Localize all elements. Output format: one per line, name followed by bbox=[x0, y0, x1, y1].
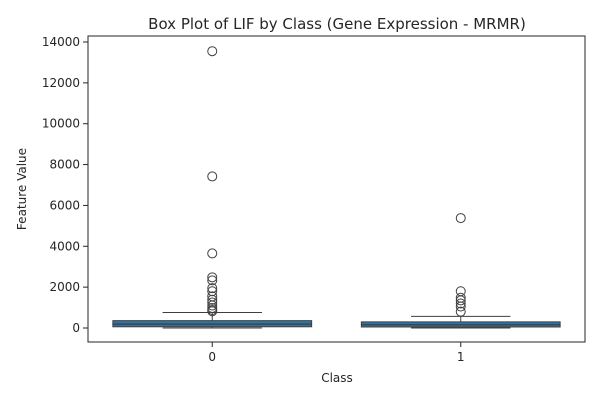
outlier-point bbox=[207, 300, 218, 311]
y-tick-label: 10000 bbox=[42, 117, 80, 131]
y-tick-label: 4000 bbox=[49, 239, 80, 253]
chart-title: Box Plot of LIF by Class (Gene Expressio… bbox=[148, 15, 526, 33]
outlier-point bbox=[207, 306, 218, 317]
y-axis: 0 2000 4000 6000 8000 10000 12000 14000 bbox=[42, 35, 88, 335]
outlier-point bbox=[455, 213, 466, 224]
outlier-point bbox=[207, 294, 218, 305]
outlier-point bbox=[455, 295, 466, 306]
outlier-point bbox=[455, 298, 466, 309]
box-group-class-0 bbox=[112, 46, 313, 329]
outlier-point bbox=[207, 171, 218, 182]
y-tick-label: 8000 bbox=[49, 158, 80, 172]
x-tick-label: 1 bbox=[457, 350, 465, 364]
x-axis-label: Class bbox=[321, 371, 353, 385]
boxes-layer bbox=[112, 46, 561, 329]
outlier-point bbox=[207, 283, 218, 294]
box-group-class-1 bbox=[360, 213, 561, 329]
y-tick-label: 12000 bbox=[42, 76, 80, 90]
plot-frame bbox=[87, 35, 586, 343]
outlier-point bbox=[207, 248, 218, 259]
outlier-point bbox=[207, 46, 218, 57]
outlier-point bbox=[207, 272, 218, 283]
x-tick-label: 0 bbox=[208, 350, 216, 364]
y-tick-label: 14000 bbox=[42, 35, 80, 49]
y-axis-label: Feature Value bbox=[15, 148, 29, 230]
outlier-point bbox=[207, 275, 218, 286]
outlier-point bbox=[455, 306, 466, 317]
outlier-point bbox=[455, 301, 466, 312]
y-tick-label: 0 bbox=[72, 321, 80, 335]
y-tick-label: 6000 bbox=[49, 198, 80, 212]
y-tick-label: 2000 bbox=[49, 280, 80, 294]
